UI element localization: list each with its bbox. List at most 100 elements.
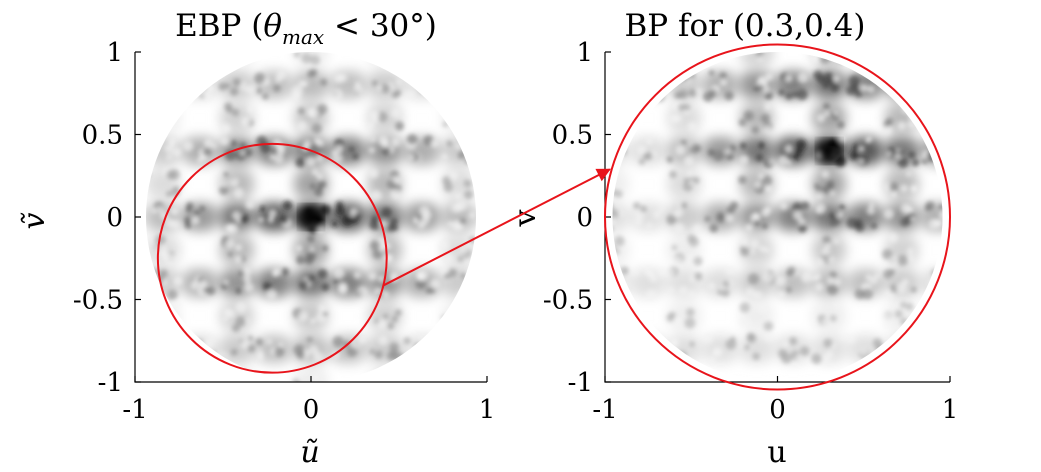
heatmap-texture-spot	[309, 183, 316, 190]
heatmap-texture-spot	[451, 322, 458, 329]
heatmap-texture-spot	[792, 210, 803, 221]
heatmap-texture-spot	[448, 268, 458, 278]
heatmap-texture-spot	[962, 81, 968, 87]
heatmap-texture-spot	[597, 246, 605, 254]
heatmap-texture-spot	[821, 317, 831, 327]
heatmap-texture-spot	[795, 354, 801, 360]
heatmap-texture-spot	[703, 333, 713, 344]
heatmap-texture-spot	[907, 254, 915, 263]
heatmap-texture-spot	[829, 271, 837, 279]
heatmap-texture-spot	[348, 146, 355, 153]
heatmap-texture-spot	[497, 87, 508, 98]
heatmap-texture-spot	[739, 317, 749, 327]
y-tick-label: 0	[576, 203, 593, 233]
heatmap-texture-spot	[668, 287, 675, 294]
heatmap-texture-spot	[800, 271, 812, 283]
heatmap-texture-spot	[154, 52, 164, 53]
heatmap-texture-spot	[248, 335, 254, 342]
heatmap-texture-spot	[680, 52, 687, 54]
heatmap-texture-spot	[442, 60, 451, 69]
heatmap-texture-spot	[719, 78, 728, 87]
heatmap-texture-spot	[132, 155, 142, 165]
heatmap-texture-spot	[233, 187, 244, 199]
heatmap-texture-spot	[166, 374, 174, 382]
heatmap-texture-spot	[666, 214, 677, 225]
heatmap-texture-spot	[282, 200, 293, 211]
y-tick-label: -1	[568, 368, 593, 398]
heatmap-texture-spot	[848, 75, 860, 87]
heatmap-texture-spot	[166, 170, 176, 180]
heatmap-texture-spot	[183, 339, 190, 345]
heatmap-texture-spot	[934, 70, 941, 77]
heatmap-texture-spot	[925, 345, 935, 356]
heatmap-texture-spot	[224, 223, 234, 234]
heatmap-texture-spot	[406, 134, 418, 145]
heatmap-texture-spot	[228, 373, 236, 381]
heatmap-texture-spot	[157, 336, 166, 345]
heatmap-texture-spot	[422, 210, 433, 221]
heatmap-texture-spot	[413, 343, 423, 353]
heatmap-texture-spot	[293, 52, 301, 58]
heatmap-texture-spot	[311, 123, 322, 134]
heatmap-texture-spot	[782, 340, 790, 348]
heatmap-texture-spot	[643, 267, 651, 275]
heatmap-texture-spot	[415, 279, 426, 290]
heatmap-texture-spot	[147, 36, 157, 46]
heatmap-texture-spot	[108, 87, 117, 96]
heatmap-texture-spot	[938, 210, 943, 220]
heatmap-texture-spot	[617, 121, 625, 129]
heatmap-texture-spot	[620, 90, 630, 100]
panel-bp: BP for (0.3,0.4) -1 0 1 1 0.5 0 -0.5 -1 u v	[508, 8, 991, 470]
heatmap-texture-spot	[352, 153, 359, 160]
heatmap-texture-spot	[307, 274, 315, 283]
heatmap-texture-spot	[798, 224, 807, 233]
heatmap-texture-spot	[131, 338, 140, 347]
heatmap-lobe	[612, 52, 629, 66]
heatmap-texture-spot	[368, 147, 376, 154]
heatmap-texture-spot	[973, 237, 979, 243]
heatmap-texture-spot	[291, 85, 303, 97]
heatmap-texture-spot	[634, 217, 643, 227]
heatmap-texture-spot	[371, 368, 382, 380]
heatmap-texture-spot	[126, 213, 135, 222]
heatmap-texture-spot	[454, 193, 461, 200]
heatmap-texture-spot	[193, 210, 200, 217]
heatmap-texture-spot	[858, 158, 865, 165]
heatmap-texture-spot	[391, 52, 402, 55]
heatmap-texture-spot	[778, 89, 785, 96]
heatmap-texture-spot	[151, 351, 158, 358]
heatmap-texture-spot	[254, 72, 266, 84]
heatmap-texture-spot	[975, 256, 985, 266]
heatmap-texture-spot	[309, 317, 317, 325]
heatmap-texture-spot	[417, 333, 426, 342]
heatmap-texture-spot	[978, 335, 989, 346]
heatmap-texture-spot	[886, 336, 893, 344]
heatmap-texture-spot	[959, 324, 965, 330]
heatmap-texture-spot	[612, 245, 615, 252]
heatmap-texture-spot	[489, 216, 500, 227]
heatmap-texture-spot	[218, 378, 229, 382]
heatmap-texture-spot	[259, 206, 266, 212]
heatmap-texture-spot	[612, 68, 614, 77]
heatmap-texture-spot	[605, 353, 612, 360]
heatmap-texture-spot	[904, 333, 913, 343]
heatmap-texture-spot	[961, 57, 971, 67]
heatmap-texture-spot	[201, 84, 207, 90]
heatmap-texture-spot	[146, 172, 151, 178]
heatmap-texture-spot	[671, 244, 678, 251]
heatmap-lobe	[146, 335, 181, 363]
heatmap-texture-spot	[965, 117, 974, 126]
heatmap-texture-spot	[222, 316, 229, 322]
heatmap-texture-spot	[173, 276, 183, 286]
heatmap-texture-spot	[760, 208, 771, 218]
heatmap-texture-spot	[687, 121, 697, 131]
heatmap-texture-spot	[739, 237, 749, 248]
heatmap-texture-spot	[957, 351, 965, 359]
heatmap-texture-spot	[129, 346, 138, 355]
heatmap-lobe	[958, 104, 991, 132]
heatmap-texture-spot	[833, 301, 842, 310]
heatmap-texture-spot	[668, 55, 679, 67]
heatmap-texture-spot	[903, 75, 914, 86]
heatmap-texture-spot	[866, 206, 876, 215]
heatmap-texture-spot	[603, 276, 609, 282]
